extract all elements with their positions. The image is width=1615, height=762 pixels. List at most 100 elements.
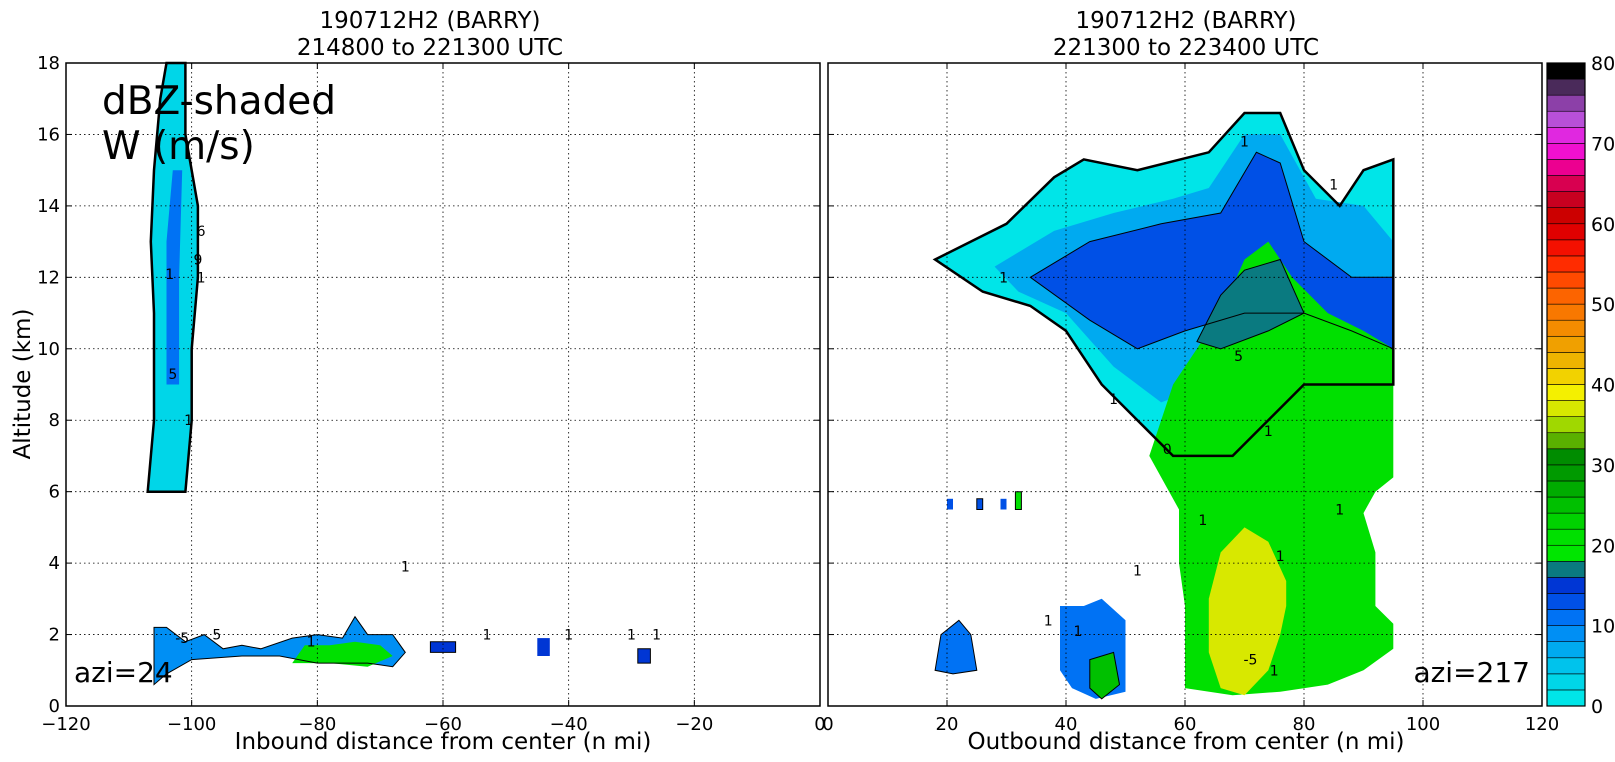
y-tick-label: 4 bbox=[49, 553, 60, 574]
left-contour-value-label: 6 bbox=[197, 224, 206, 240]
colorbar-cell bbox=[1546, 577, 1586, 594]
colorbar-tick-label: 70 bbox=[1591, 133, 1615, 155]
colorbar-cell bbox=[1546, 496, 1586, 514]
left-x-tick-label: −120 bbox=[41, 714, 90, 735]
y-tick-label: 6 bbox=[49, 482, 60, 503]
colorbar-cell bbox=[1546, 62, 1586, 80]
colorbar-cell bbox=[1546, 143, 1586, 160]
left-dbz-region-low-band-core bbox=[292, 641, 393, 667]
right-contour-value-label: 1 bbox=[1240, 135, 1249, 151]
colorbar-cell bbox=[1546, 544, 1586, 562]
right-contour-value-label: 1 bbox=[1276, 549, 1285, 565]
right-dbz-region-blip-4 bbox=[1015, 491, 1022, 510]
right-dbz-region-cell-45-core bbox=[1089, 652, 1120, 699]
colorbar-tick-label: 0 bbox=[1591, 696, 1603, 718]
colorbar-cell bbox=[1546, 512, 1586, 530]
right-w-contour-line bbox=[932, 111, 1395, 458]
right-x-tick-label: 40 bbox=[1055, 714, 1078, 735]
right-dbz-region-body-green bbox=[1149, 241, 1394, 696]
left-contour-value-label: 9 bbox=[193, 252, 202, 268]
left-contour-value-label: 5 bbox=[168, 367, 177, 383]
right-dbz-region-blip-2 bbox=[976, 498, 983, 510]
colorbar-cell bbox=[1546, 303, 1586, 321]
colorbar-cell bbox=[1546, 480, 1586, 498]
left-x-tick-label: −40 bbox=[550, 714, 588, 735]
right-y-ticks bbox=[828, 62, 1542, 707]
y-tick-label: 10 bbox=[37, 339, 60, 360]
right-panel-title-line1: 190712H2 (BARRY) bbox=[1075, 8, 1296, 34]
right-x-tick-label: 80 bbox=[1293, 714, 1316, 735]
dbz-colorbar: 0 10 20 30 40 50 60 70 80 bbox=[1546, 53, 1615, 718]
right-contour-value-label: 1 bbox=[1270, 663, 1279, 679]
colorbar-cell bbox=[1546, 207, 1586, 225]
right-dbz-region-core-yellow bbox=[1208, 527, 1287, 696]
left-azimuth-label: azi=24 bbox=[74, 656, 173, 689]
colorbar-cell bbox=[1546, 335, 1586, 353]
left-w-contour-line bbox=[637, 648, 651, 664]
left-x-tick-label: 0 bbox=[814, 714, 825, 735]
right-grid bbox=[828, 63, 1542, 706]
right-w-contours bbox=[932, 111, 1395, 700]
right-contour-value-label: 1 bbox=[1264, 424, 1273, 440]
colorbar-cell bbox=[1546, 127, 1586, 144]
right-contour-value-label: 1 bbox=[999, 270, 1008, 286]
colorbar-cell bbox=[1546, 191, 1586, 208]
right-w-contour-line bbox=[1014, 491, 1022, 510]
right-contour-value-label: 0 bbox=[1163, 442, 1172, 458]
right-contour-value-label: 1 bbox=[1044, 613, 1053, 629]
left-w-contour-line bbox=[153, 615, 406, 686]
right-x-tick-label: 20 bbox=[936, 714, 959, 735]
y-tick-label: 14 bbox=[37, 196, 60, 217]
colorbar-cell bbox=[1546, 689, 1586, 707]
main-annotation-line2: W (m/s) bbox=[102, 124, 255, 169]
right-panel-title-line2: 221300 to 223400 UTC bbox=[1053, 35, 1319, 61]
left-x-tick-label: −80 bbox=[298, 714, 336, 735]
right-reflectivity-layer bbox=[935, 113, 1394, 699]
colorbar-ticks: 0 10 20 30 40 50 60 70 80 bbox=[1591, 53, 1615, 718]
colorbar-cell bbox=[1546, 416, 1586, 434]
colorbar-cell bbox=[1546, 609, 1586, 626]
y-tick-label: 8 bbox=[49, 410, 60, 431]
colorbar-cell bbox=[1546, 384, 1586, 401]
y-tick-label: 2 bbox=[49, 625, 60, 646]
right-contour-value-label: 1 bbox=[1109, 392, 1118, 408]
colorbar-cell bbox=[1546, 271, 1586, 289]
colorbar-cell bbox=[1546, 239, 1586, 257]
left-contour-value-label: 5 bbox=[212, 628, 221, 644]
colorbar-tick-label: 20 bbox=[1591, 535, 1615, 557]
colorbar-cell bbox=[1546, 368, 1586, 385]
left-panel-title-line2: 214800 to 221300 UTC bbox=[297, 35, 563, 61]
colorbar-tick-label: 30 bbox=[1591, 455, 1615, 477]
left-contour-value-label: 1 bbox=[564, 628, 573, 644]
right-x-tick-label: 0 bbox=[822, 714, 833, 735]
right-contour-value-label: 1 bbox=[1198, 513, 1207, 529]
right-x-tick-label: 120 bbox=[1525, 714, 1559, 735]
right-x-axis-label: Outbound distance from center (n mi) bbox=[968, 729, 1405, 755]
y-tick-label: 12 bbox=[37, 267, 60, 288]
colorbar-cell bbox=[1546, 464, 1586, 482]
right-dbz-region-cell-20 bbox=[935, 620, 977, 674]
colorbar-tick-label: 60 bbox=[1591, 214, 1615, 236]
colorbar-cell bbox=[1546, 400, 1586, 417]
colorbar-cell bbox=[1546, 287, 1586, 305]
right-x-ticks: 0 20 40 60 80 100 120 bbox=[822, 63, 1559, 735]
right-dbz-region-blip-3 bbox=[1000, 498, 1007, 510]
left-x-tick-label: −60 bbox=[424, 714, 462, 735]
outbound-panel: 190712H2 (BARRY) 221300 to 223400 UTC 0 2… bbox=[822, 8, 1559, 755]
colorbar-cell bbox=[1546, 255, 1586, 273]
colorbar-tick-label: 50 bbox=[1591, 294, 1615, 316]
colorbar-cell bbox=[1546, 175, 1586, 192]
right-contour-value-label: 1 bbox=[1329, 177, 1338, 193]
left-contour-value-label: 1 bbox=[197, 270, 206, 286]
right-w-contour-line bbox=[1029, 151, 1394, 350]
right-contour-labels: 1 1 0 1 1 5 1 1 1 1 1 1 1 1 -5 bbox=[999, 135, 1344, 680]
colorbar-cell bbox=[1546, 641, 1586, 659]
right-contour-value-label: 1 bbox=[1335, 503, 1344, 519]
y-tick-label: 0 bbox=[49, 696, 60, 717]
y-axis-label: Altitude (km) bbox=[10, 309, 36, 460]
left-x-tick-label: −100 bbox=[167, 714, 216, 735]
left-contour-value-label: 1 bbox=[307, 635, 316, 651]
right-x-tick-label: 60 bbox=[1174, 714, 1197, 735]
